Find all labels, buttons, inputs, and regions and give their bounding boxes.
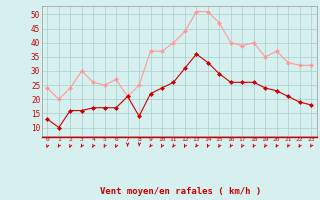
Text: Vent moyen/en rafales ( km/h ): Vent moyen/en rafales ( km/h ) xyxy=(100,187,261,196)
